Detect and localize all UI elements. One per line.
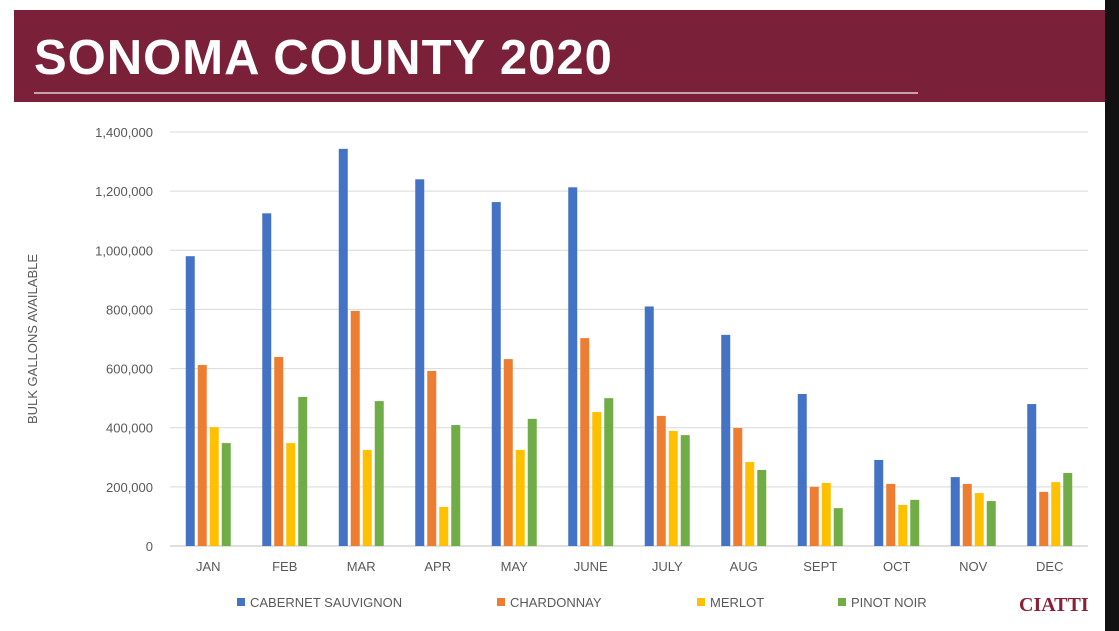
bar-cabernet-sauvignon bbox=[1027, 404, 1037, 546]
y-axis-label: BULK GALLONS AVAILABLE bbox=[25, 254, 40, 424]
y-tick-label: 1,000,000 bbox=[95, 243, 153, 258]
x-tick-label: JUNE bbox=[574, 559, 608, 574]
ciatti-logo: CIATTI bbox=[1019, 594, 1089, 616]
bar-cabernet-sauvignon bbox=[338, 148, 348, 546]
bar-cabernet-sauvignon bbox=[797, 394, 807, 546]
bar-pinot-noir bbox=[527, 418, 537, 546]
bar-pinot-noir bbox=[604, 398, 614, 546]
x-tick-label: OCT bbox=[883, 559, 911, 574]
y-tick-label: 1,200,000 bbox=[95, 184, 153, 199]
bar-merlot bbox=[362, 449, 372, 546]
bar-chardonnay bbox=[886, 483, 896, 546]
bar-merlot bbox=[974, 493, 984, 546]
bar-cabernet-sauvignon bbox=[721, 334, 731, 546]
bar-pinot-noir bbox=[451, 425, 461, 546]
bar-merlot bbox=[898, 504, 908, 546]
legend-swatch bbox=[497, 598, 505, 606]
bar-merlot bbox=[745, 462, 755, 546]
bar-cabernet-sauvignon bbox=[874, 459, 884, 546]
header-band: SONOMA COUNTY 2020 bbox=[14, 10, 1105, 102]
x-tick-label: SEPT bbox=[803, 559, 837, 574]
bar-chardonnay bbox=[1039, 491, 1049, 546]
y-tick-label: 400,000 bbox=[106, 421, 153, 436]
bar-merlot bbox=[439, 506, 449, 546]
x-tick-label: MAY bbox=[501, 559, 529, 574]
title-underline bbox=[34, 92, 918, 94]
bar-pinot-noir bbox=[833, 508, 843, 546]
bar-pinot-noir bbox=[221, 443, 231, 546]
bar-pinot-noir bbox=[986, 501, 996, 546]
y-tick-label: 600,000 bbox=[106, 362, 153, 377]
bar-chardonnay bbox=[350, 310, 360, 546]
window-edge bbox=[1105, 0, 1119, 631]
y-tick-label: 1,400,000 bbox=[95, 125, 153, 140]
bar-cabernet-sauvignon bbox=[491, 202, 501, 546]
x-tick-label: JAN bbox=[196, 559, 221, 574]
bar-merlot bbox=[286, 443, 296, 546]
bar-merlot bbox=[515, 449, 525, 546]
bar-pinot-noir bbox=[910, 499, 920, 546]
x-tick-label: FEB bbox=[272, 559, 297, 574]
x-tick-label: AUG bbox=[730, 559, 758, 574]
bar-cabernet-sauvignon bbox=[262, 213, 272, 547]
bar-cabernet-sauvignon bbox=[185, 256, 195, 546]
x-tick-label: MAR bbox=[347, 559, 376, 574]
x-tick-label: APR bbox=[424, 559, 451, 574]
x-tick-label: JULY bbox=[652, 559, 683, 574]
bar-merlot bbox=[592, 412, 602, 546]
bar-merlot bbox=[209, 427, 219, 546]
bar-chardonnay bbox=[580, 338, 590, 546]
x-tick-label: DEC bbox=[1036, 559, 1063, 574]
y-tick-label: 200,000 bbox=[106, 480, 153, 495]
bar-merlot bbox=[821, 483, 831, 546]
bar-chardonnay bbox=[733, 428, 743, 546]
legend-label: PINOT NOIR bbox=[851, 595, 927, 610]
bar-chardonnay bbox=[274, 357, 284, 546]
y-tick-label: 800,000 bbox=[106, 302, 153, 317]
bar-merlot bbox=[1051, 482, 1061, 546]
bar-cabernet-sauvignon bbox=[415, 179, 425, 547]
x-tick-label: NOV bbox=[959, 559, 988, 574]
legend-label: CABERNET SAUVIGNON bbox=[250, 595, 402, 610]
page-title: SONOMA COUNTY 2020 bbox=[34, 31, 613, 85]
bar-pinot-noir bbox=[374, 401, 384, 546]
bar-pinot-noir bbox=[757, 470, 767, 546]
bar-pinot-noir bbox=[1063, 472, 1073, 546]
legend-label: MERLOT bbox=[710, 595, 764, 610]
legend-swatch bbox=[838, 598, 846, 606]
bar-cabernet-sauvignon bbox=[644, 306, 654, 546]
y-tick-label: 0 bbox=[146, 539, 153, 554]
bar-chardonnay bbox=[656, 415, 666, 546]
bar-pinot-noir bbox=[680, 435, 690, 546]
bar-chardonnay bbox=[427, 370, 437, 546]
bar-chardonnay bbox=[503, 359, 513, 546]
legend-swatch bbox=[697, 598, 705, 606]
bar-chardonnay bbox=[809, 486, 819, 546]
bar-cabernet-sauvignon bbox=[568, 187, 578, 546]
bar-merlot bbox=[668, 430, 678, 546]
bar-cabernet-sauvignon bbox=[950, 477, 960, 546]
legend-label: CHARDONNAY bbox=[510, 595, 602, 610]
legend-swatch bbox=[237, 598, 245, 606]
bar-chardonnay bbox=[962, 483, 972, 546]
bar-chardonnay bbox=[197, 365, 207, 546]
bar-pinot-noir bbox=[298, 396, 308, 546]
